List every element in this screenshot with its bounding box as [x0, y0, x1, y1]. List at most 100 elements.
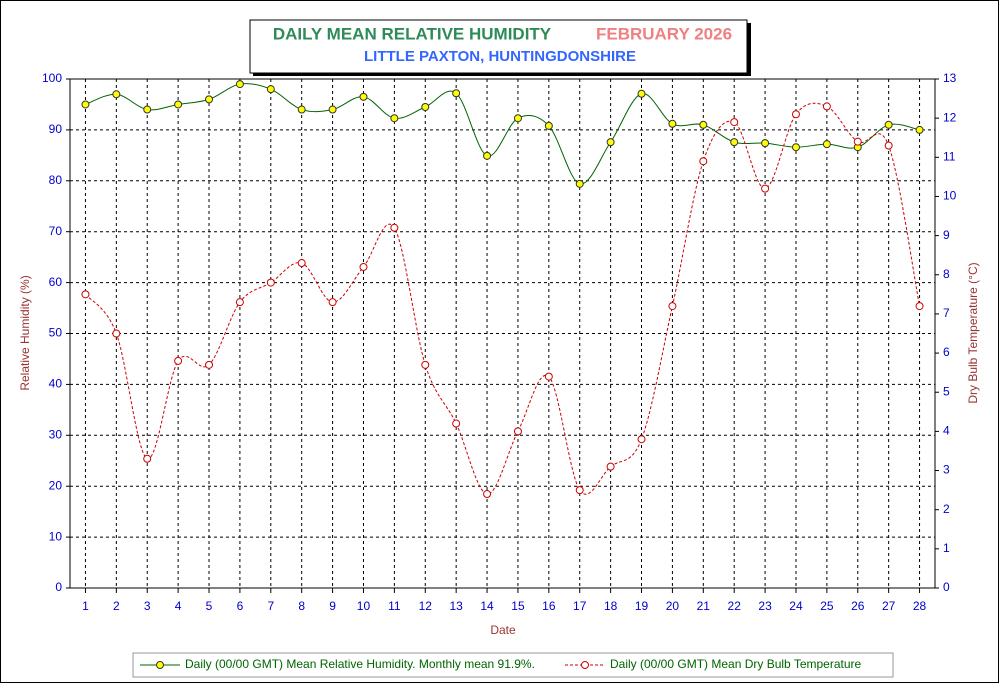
- legend: [132, 652, 894, 678]
- plot-frame: [69, 78, 936, 589]
- y2-tick-label: 8: [943, 267, 950, 281]
- x-tick-label: 20: [666, 599, 680, 613]
- x-tick-label: 14: [480, 599, 494, 613]
- legend-label: Daily (00/00 GMT) Mean Dry Bulb Temperat…: [610, 657, 862, 671]
- x-tick-label: 4: [175, 599, 182, 613]
- data-point: [452, 419, 461, 428]
- data-point: [606, 462, 615, 471]
- data-point: [884, 141, 893, 150]
- x-tick-label: 28: [913, 599, 927, 613]
- y2-tick-label: 1: [943, 541, 950, 555]
- y-tick-label: 20: [49, 478, 63, 492]
- data-point: [112, 90, 121, 99]
- data-point: [143, 454, 152, 463]
- data-point: [359, 92, 368, 101]
- data-point: [235, 80, 244, 89]
- data-point: [297, 105, 306, 114]
- y-tick-label: 70: [49, 224, 63, 238]
- data-point: [791, 143, 800, 152]
- chart-subtitle: LITTLE PAXTON, HUNTINGDONSHIRE: [364, 48, 636, 65]
- data-point: [699, 157, 708, 166]
- y-tick-label: 0: [55, 580, 62, 594]
- data-point: [112, 329, 121, 338]
- x-tick-label: 18: [604, 599, 618, 613]
- series-line: [85, 83, 920, 185]
- y2-tick-label: 5: [943, 384, 950, 398]
- chart-title: DAILY MEAN RELATIVE HUMIDITY: [273, 24, 552, 43]
- legend-marker: [581, 661, 589, 669]
- title-box: [249, 19, 748, 74]
- y2-tick-label: 7: [943, 306, 950, 320]
- data-point: [328, 298, 337, 307]
- x-tick-label: 12: [419, 599, 433, 613]
- y-tick-label: 10: [49, 529, 63, 543]
- y-tick-label: 100: [42, 71, 62, 85]
- x-tick-label: 24: [789, 599, 803, 613]
- x-tick-label: 2: [113, 599, 120, 613]
- data-point: [544, 372, 553, 381]
- y2-tick-label: 10: [943, 189, 957, 203]
- y-tick-label: 50: [49, 326, 63, 340]
- data-point: [915, 302, 924, 311]
- data-point: [174, 356, 183, 365]
- x-tick-label: 21: [697, 599, 711, 613]
- data-point: [235, 298, 244, 307]
- x-tick-label: 25: [820, 599, 834, 613]
- x-tick-label: 27: [882, 599, 896, 613]
- data-point: [81, 100, 90, 109]
- data-point: [761, 139, 770, 148]
- x-tick-label: 6: [237, 599, 244, 613]
- x-tick-label: 22: [728, 599, 742, 613]
- data-point: [359, 262, 368, 271]
- y2-tick-label: 12: [943, 110, 957, 124]
- data-point: [853, 137, 862, 146]
- x-tick-label: 9: [329, 599, 336, 613]
- data-point: [637, 89, 646, 98]
- data-point: [483, 151, 492, 160]
- y-tick-label: 60: [49, 275, 63, 289]
- data-point: [637, 435, 646, 444]
- x-tick-label: 19: [635, 599, 649, 613]
- y2-tick-label: 13: [943, 71, 957, 85]
- data-point: [575, 179, 584, 188]
- y2-tick-label: 11: [943, 149, 956, 163]
- data-point: [421, 360, 430, 369]
- data-point: [143, 105, 152, 114]
- data-point: [915, 125, 924, 134]
- legend-label: Daily (00/00 GMT) Mean Relative Humidity…: [185, 657, 535, 671]
- y-tick-label: 80: [49, 173, 63, 187]
- x-tick-label: 7: [267, 599, 274, 613]
- data-point: [730, 118, 739, 127]
- data-point: [791, 110, 800, 119]
- data-point: [205, 360, 214, 369]
- data-point: [205, 95, 214, 104]
- y-tick-label: 40: [49, 377, 63, 391]
- x-tick-label: 13: [449, 599, 463, 613]
- x-tick-label: 26: [851, 599, 865, 613]
- y-axis-label: Relative Humidity (%): [18, 275, 32, 390]
- y2-axis-label: Dry Bulb Temperature (°C): [966, 262, 980, 403]
- data-point: [266, 85, 275, 94]
- data-point: [174, 100, 183, 109]
- data-point: [544, 121, 553, 130]
- x-tick-label: 15: [511, 599, 525, 613]
- data-point: [513, 114, 522, 123]
- data-point: [822, 140, 831, 149]
- data-point: [328, 105, 337, 114]
- x-tick-label: 8: [298, 599, 305, 613]
- chart-title-month: FEBRUARY 2026: [596, 24, 732, 43]
- y2-tick-label: 3: [943, 463, 950, 477]
- y2-tick-label: 4: [943, 424, 950, 438]
- data-point: [668, 302, 677, 311]
- data-point: [421, 102, 430, 111]
- x-tick-label: 23: [758, 599, 772, 613]
- x-tick-label: 10: [357, 599, 371, 613]
- y2-tick-label: 9: [943, 228, 950, 242]
- data-point: [513, 427, 522, 436]
- legend-marker: [156, 661, 164, 669]
- series-line: [85, 102, 921, 495]
- x-tick-label: 3: [144, 599, 151, 613]
- data-point: [606, 138, 615, 147]
